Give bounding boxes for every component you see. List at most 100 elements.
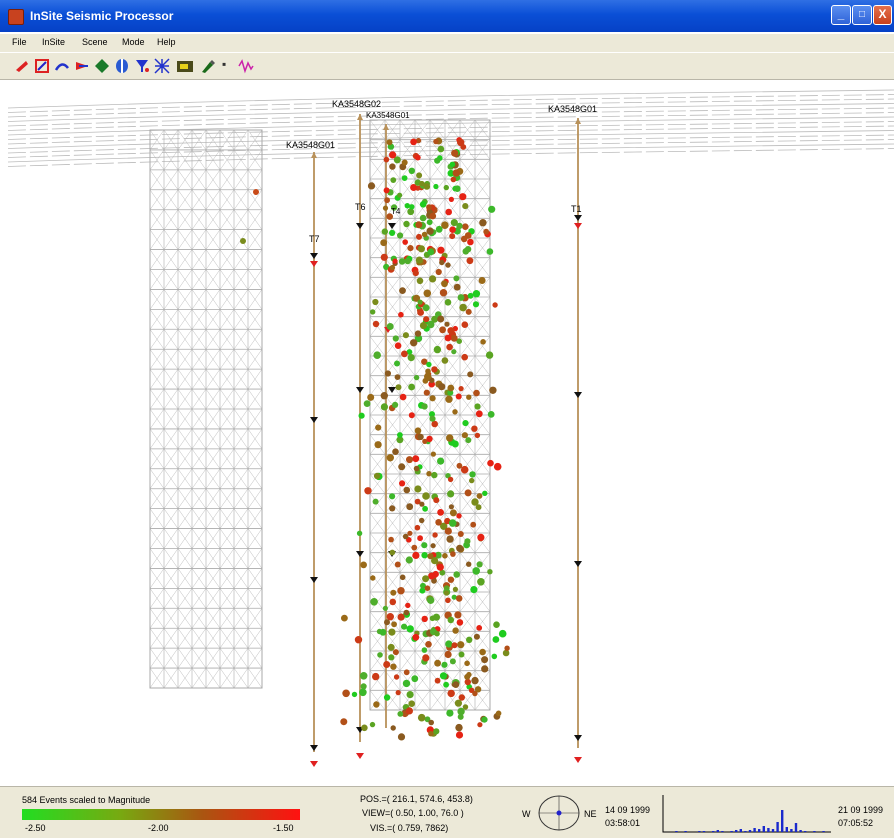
- cylinder-cross: [233, 289, 249, 310]
- seismic-event: [383, 263, 390, 270]
- seismic-event: [412, 270, 419, 277]
- seismic-event: [403, 609, 410, 616]
- seismic-event: [481, 716, 488, 723]
- seismic-event: [459, 303, 467, 312]
- minimize-button[interactable]: _: [831, 5, 851, 25]
- compass-icon[interactable]: [536, 793, 582, 833]
- seismic-event: [465, 308, 472, 315]
- seismic-event: [392, 401, 399, 408]
- cylinder-cross: [399, 513, 416, 534]
- seismic-event: [404, 203, 410, 209]
- cylinder-cross: [474, 159, 491, 180]
- seismic-event: [342, 689, 350, 698]
- cylinder-cross: [191, 488, 207, 509]
- cylinder-cross: [474, 414, 491, 435]
- borehole-top-marker: [357, 114, 363, 120]
- seismic-event: [492, 636, 500, 643]
- brush-icon[interactable]: [200, 58, 216, 74]
- cylinder-cross: [474, 237, 491, 258]
- move-event-icon[interactable]: [14, 58, 30, 74]
- pan-icon[interactable]: [74, 58, 90, 74]
- seismic-event: [413, 465, 420, 472]
- seismic-event: [384, 197, 390, 204]
- cylinder-cross: [163, 628, 179, 649]
- cylinder-cross: [247, 149, 263, 170]
- cylinder-cross: [219, 528, 235, 549]
- seismic-events[interactable]: [240, 137, 510, 741]
- seismic-event: [441, 661, 448, 668]
- close-button[interactable]: X: [873, 5, 892, 25]
- cylinder-cross: [149, 528, 165, 549]
- seismic-event: [390, 725, 396, 731]
- menu-mode[interactable]: Mode: [122, 37, 145, 47]
- rotate-icon[interactable]: [54, 58, 70, 74]
- cylinder-cross: [233, 488, 249, 509]
- menu-insite[interactable]: InSite: [42, 37, 66, 47]
- cylinder-cross: [219, 249, 235, 270]
- seismic-event: [439, 259, 445, 266]
- seismic-event: [406, 349, 413, 355]
- menu-help[interactable]: Help: [157, 37, 176, 47]
- seismic-event: [240, 238, 246, 244]
- seismic-event: [425, 368, 431, 375]
- seismic-event: [432, 532, 438, 538]
- seismic-event: [372, 498, 379, 505]
- cylinder-cross: [233, 249, 249, 270]
- seismic-event: [456, 513, 462, 519]
- seismic-event: [392, 649, 399, 656]
- cylinder-cross: [384, 572, 401, 593]
- seismic-event: [456, 544, 464, 552]
- seismic-event: [473, 633, 480, 640]
- cylinder-cross: [205, 468, 221, 489]
- cylinder-cross: [474, 473, 491, 494]
- grid-icon[interactable]: [154, 58, 170, 74]
- seismic-event: [422, 575, 430, 583]
- seismic-event: [492, 302, 498, 308]
- diamond-icon[interactable]: [94, 58, 110, 74]
- seismic-event: [443, 681, 449, 688]
- seismic-event: [461, 432, 468, 439]
- camera-icon[interactable]: [176, 58, 194, 74]
- borehole-top-marker: [311, 152, 317, 158]
- cylinder-cross: [177, 468, 193, 489]
- cylinder-cross: [233, 568, 249, 589]
- seismic-event: [409, 204, 415, 210]
- seismic-event: [452, 681, 460, 688]
- seismic-event: [487, 569, 493, 575]
- histogram-bar: [762, 826, 765, 832]
- menu-scene[interactable]: Scene: [82, 37, 108, 47]
- scene-viewport[interactable]: KA3548G01 KA3548G02 KA3548G01 KA3548G01 …: [0, 80, 894, 786]
- select-event-icon[interactable]: [34, 58, 50, 74]
- seismic-event: [477, 578, 485, 586]
- event-histogram[interactable]: [662, 795, 832, 833]
- cylinder-cross: [384, 532, 401, 553]
- seismic-event: [394, 374, 401, 380]
- maximize-button[interactable]: □: [852, 5, 872, 25]
- seismic-event: [435, 268, 442, 276]
- filter-icon[interactable]: [134, 58, 150, 74]
- app-icon: [8, 9, 24, 25]
- seismic-event: [401, 623, 408, 630]
- seismic-event: [479, 219, 487, 227]
- cylinder-cross: [414, 670, 431, 691]
- seismic-event: [421, 358, 428, 365]
- cylinder-cross: [247, 189, 263, 210]
- seismic-event: [399, 393, 407, 401]
- sensor-marker: [356, 387, 364, 393]
- zoom-icon[interactable]: [114, 58, 130, 74]
- cylinder-cross: [247, 588, 263, 609]
- cylinder-cross: [205, 568, 221, 589]
- waveform-icon[interactable]: [238, 58, 254, 74]
- seismic-event: [414, 330, 422, 337]
- cylinder-cross: [233, 508, 249, 529]
- time-start: 03:58:01: [605, 818, 641, 828]
- scene-canvas[interactable]: KA3548G01 KA3548G02 KA3548G01 KA3548G01 …: [0, 80, 894, 786]
- menu-file[interactable]: File: [12, 37, 27, 47]
- seismic-event: [468, 687, 475, 693]
- cylinder-cross: [444, 493, 461, 514]
- seismic-event: [475, 504, 482, 511]
- magnitude-color-scale: [22, 809, 300, 820]
- cylinder-cross: [177, 369, 193, 390]
- seismic-event: [451, 594, 457, 600]
- seismic-event: [476, 493, 483, 499]
